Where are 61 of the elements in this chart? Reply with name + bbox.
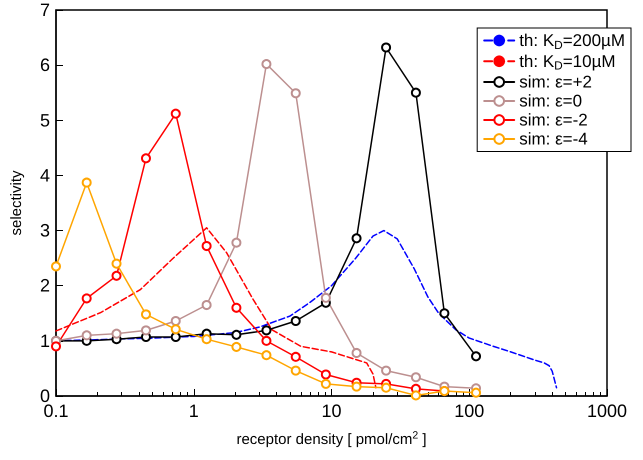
y-tick-label: 3: [40, 220, 50, 241]
point: [410, 88, 421, 98]
point: [410, 372, 421, 382]
x-tick-label: 1: [188, 401, 199, 421]
point: [290, 316, 301, 326]
x-tick-label: 100: [454, 401, 484, 421]
point: [261, 350, 272, 360]
point: [231, 330, 242, 340]
x-tick-label: 10: [321, 401, 342, 421]
x-tick-label: 0.1: [43, 401, 69, 421]
point: [170, 316, 181, 326]
point: [140, 325, 151, 336]
point: [231, 342, 242, 352]
point: [320, 369, 331, 380]
point: [231, 302, 242, 313]
point: [290, 366, 301, 376]
point: [471, 351, 482, 362]
y-tick-label: 6: [40, 55, 50, 76]
y-axis-title: selectivity: [8, 170, 25, 236]
legend-label: sim: ε=+2: [519, 72, 592, 92]
point: [231, 238, 242, 248]
point: [320, 292, 331, 303]
point: [82, 330, 92, 340]
point: [290, 352, 301, 362]
point: [202, 334, 212, 344]
y-tick-label: 1: [40, 330, 50, 351]
point: [381, 42, 392, 52]
legend-label: sim: ε=-2: [519, 110, 588, 130]
point: [352, 348, 362, 358]
point: [82, 293, 92, 304]
point: [261, 336, 272, 346]
y-tick-label: 5: [40, 110, 50, 130]
point: [112, 258, 122, 269]
point: [112, 328, 122, 339]
point: [320, 378, 331, 389]
point: [352, 382, 362, 392]
x-tick-label: 1000: [586, 401, 628, 421]
y-tick-label: 4: [40, 165, 50, 186]
y-tick-label: 2: [40, 276, 50, 296]
point: [261, 325, 272, 336]
legend-label: sim: ε=-4: [519, 130, 588, 148]
point: [112, 270, 122, 281]
y-tick-label: 7: [40, 0, 50, 20]
point: [352, 233, 362, 244]
point: [381, 366, 392, 376]
point: [170, 108, 181, 119]
point: [410, 390, 421, 400]
point: [51, 261, 61, 272]
point: [202, 300, 212, 310]
point: [261, 59, 272, 70]
point: [290, 88, 301, 98]
point: [170, 324, 181, 334]
legend-label: sim: ε=0: [519, 92, 582, 110]
point: [51, 341, 61, 352]
point: [82, 178, 92, 188]
point: [381, 382, 392, 393]
point: [140, 309, 151, 320]
point: [471, 388, 482, 398]
point: [140, 153, 151, 164]
point: [170, 332, 181, 342]
point: [202, 241, 212, 252]
